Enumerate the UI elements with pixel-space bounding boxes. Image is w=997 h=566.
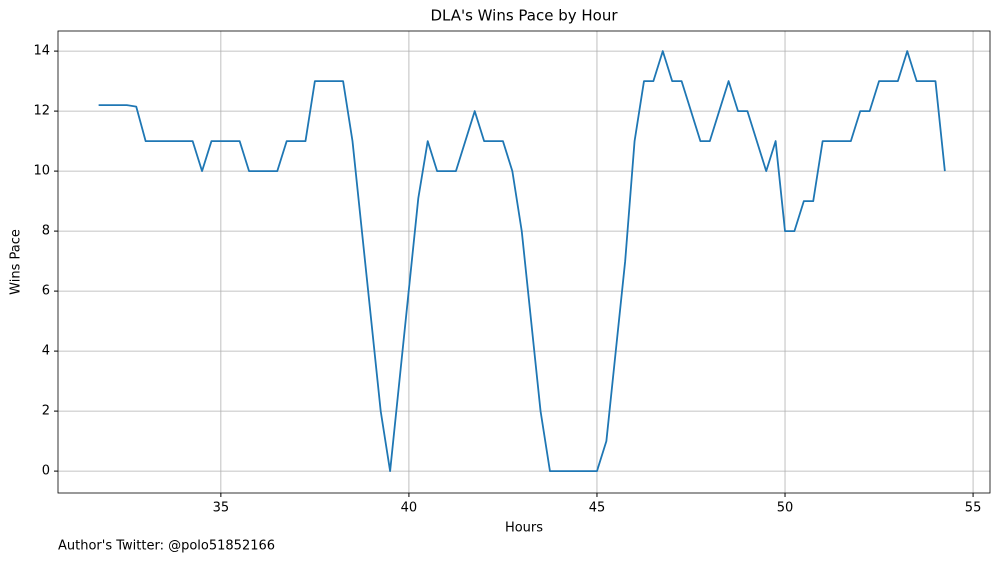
footnote: Author's Twitter: @polo51852166 <box>58 539 275 554</box>
y-tick-label: 10 <box>33 164 50 179</box>
x-tick-label: 50 <box>777 501 794 516</box>
y-axis-label: Wins Pace <box>9 229 24 295</box>
y-tick-label: 0 <box>42 464 50 479</box>
y-tick-label: 4 <box>42 344 50 359</box>
y-tick-label: 6 <box>42 284 50 299</box>
y-tick-label: 14 <box>33 44 50 59</box>
y-tick-label: 2 <box>42 404 50 419</box>
x-tick-label: 45 <box>589 501 606 516</box>
x-tick-label: 55 <box>965 501 982 516</box>
line <box>98 50 946 472</box>
plot-frame <box>57 30 991 494</box>
y-tick-label: 8 <box>42 224 50 239</box>
x-tick-label: 35 <box>213 501 230 516</box>
chart-title: DLA's Wins Pace by Hour <box>430 7 618 25</box>
x-axis-label: Hours <box>505 521 543 536</box>
x-tick-label: 40 <box>401 501 418 516</box>
y-tick-label: 12 <box>33 104 50 119</box>
